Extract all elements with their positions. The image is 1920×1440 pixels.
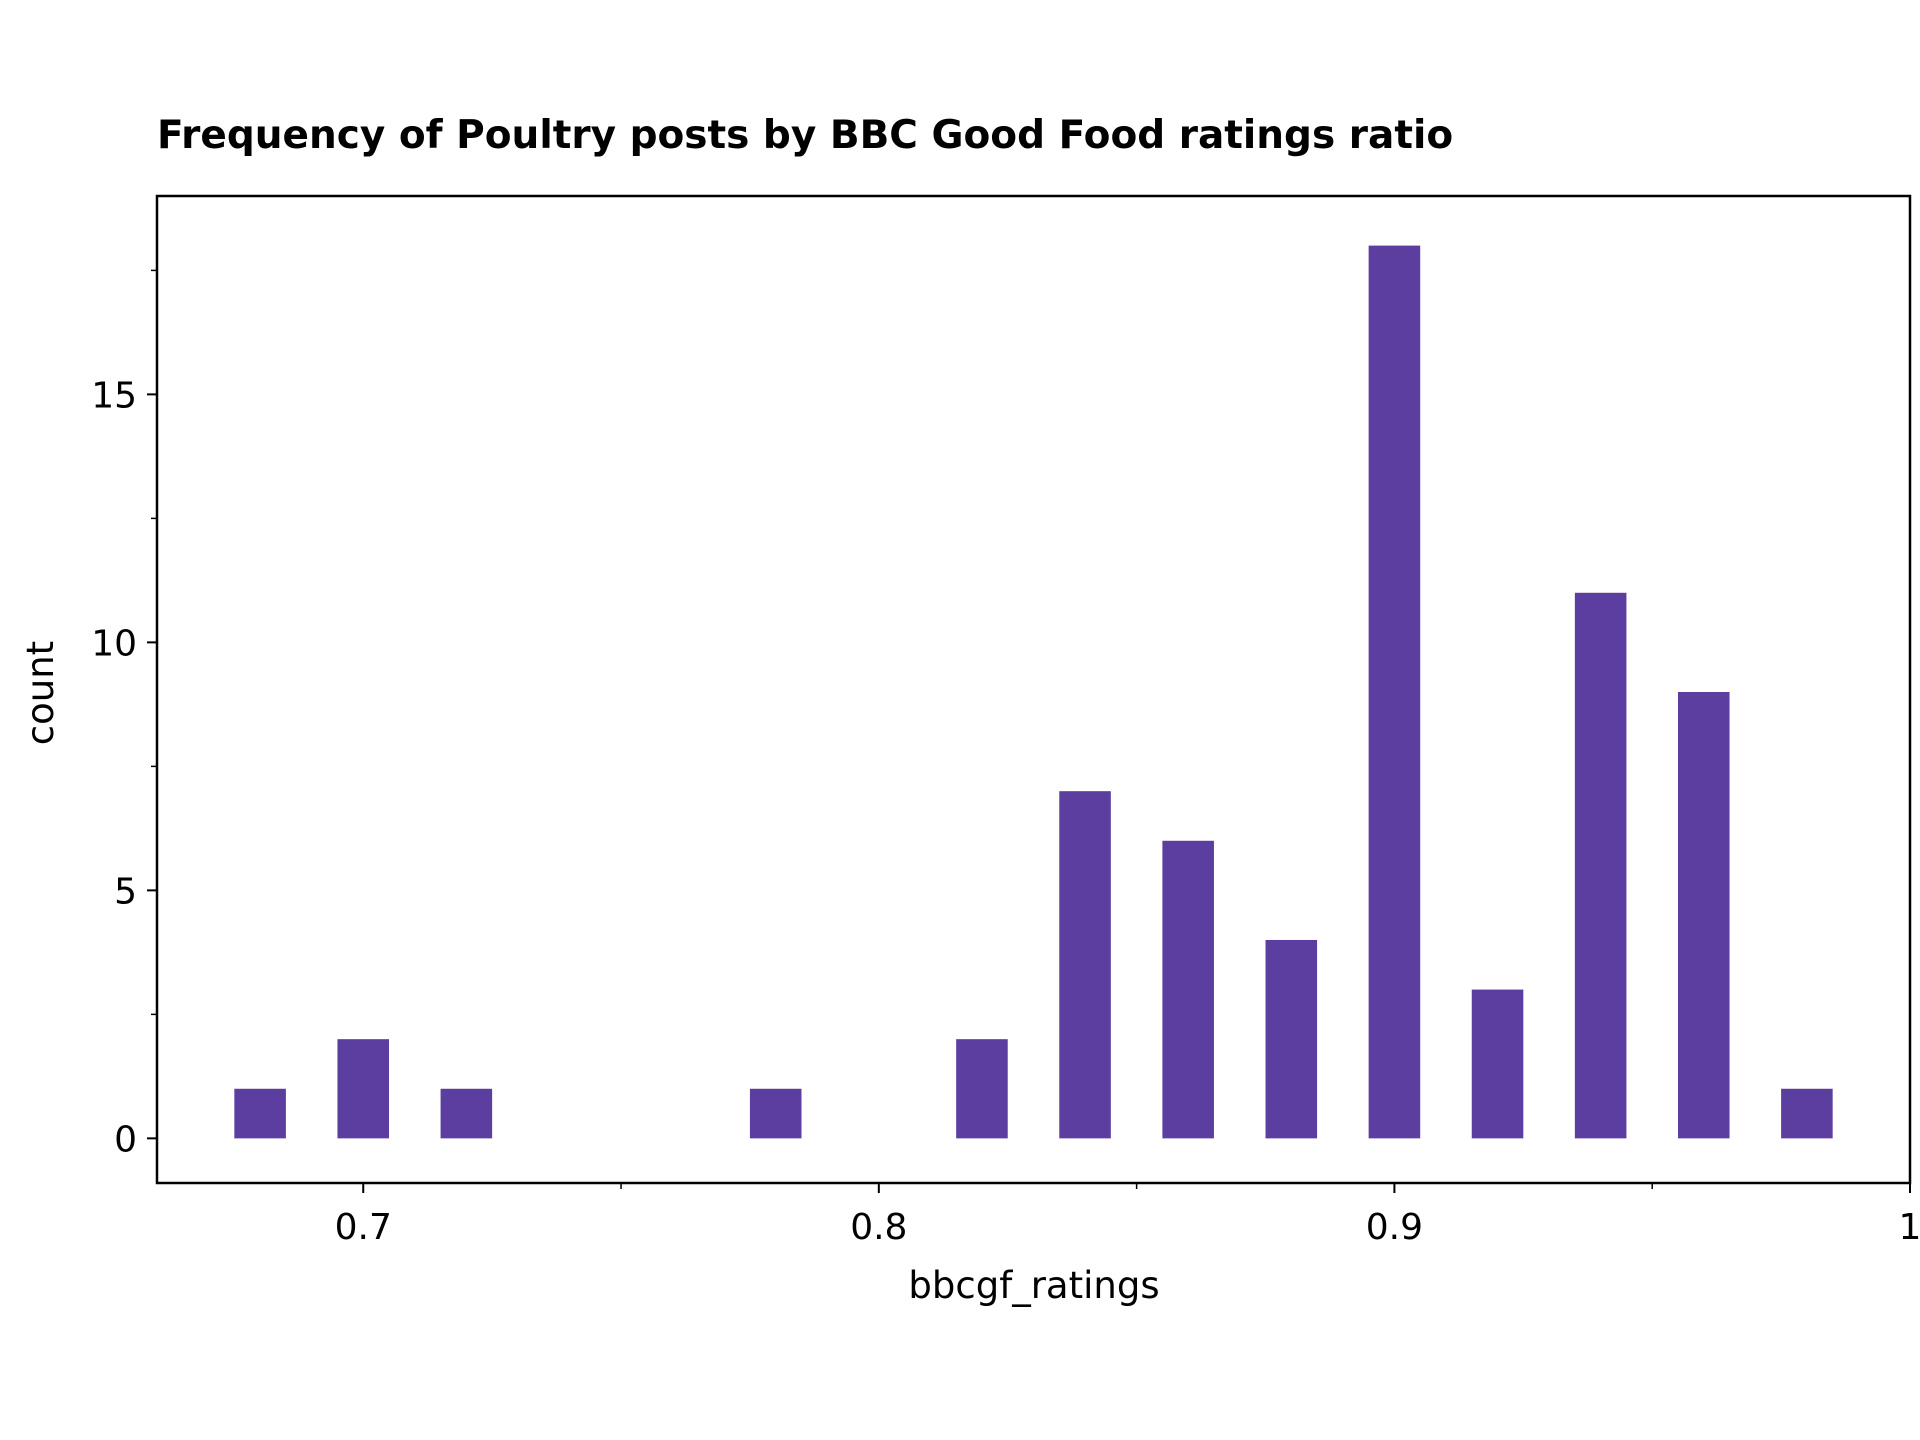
x-tick-label: 0.7 [335,1207,392,1248]
bar [749,1088,802,1139]
x-axis-label: bbcgf_ratings [908,1264,1159,1307]
plot-frame [155,194,1912,1185]
bar [1162,840,1214,1139]
bar [1574,592,1627,1139]
y-tick-label: 15 [91,375,137,416]
bar [1265,939,1318,1139]
bar [234,1088,286,1139]
bar [1677,691,1730,1139]
chart-title: Frequency of Poultry posts by BBC Good F… [157,113,1453,158]
y-tick-label: 0 [114,1119,137,1160]
y-axis-label: count [19,641,62,745]
x-tick-label: 0.9 [1366,1207,1423,1248]
bar [956,1039,1008,1139]
x-tick-label: 1 [1899,1207,1920,1248]
bar [1781,1088,1833,1139]
y-tick-label: 10 [91,623,137,664]
bars-group [234,245,1833,1139]
x-tick-label: 0.8 [850,1207,907,1248]
y-axis: 0 5 10 15 [91,269,157,1160]
bar [1368,245,1421,1139]
bar [337,1039,390,1139]
bar [440,1088,493,1139]
x-axis: 0.7 0.8 0.9 1 [335,1183,1920,1248]
bar [1471,989,1524,1139]
y-tick-label: 5 [114,871,137,912]
bar [1059,791,1111,1139]
